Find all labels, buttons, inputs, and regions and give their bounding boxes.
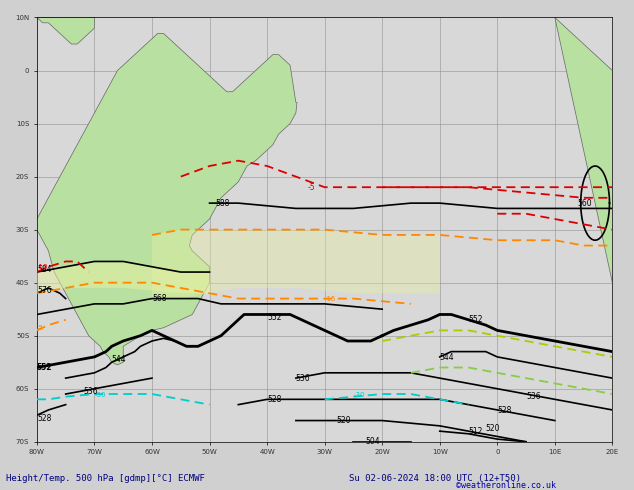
Polygon shape	[555, 18, 612, 283]
Text: 544: 544	[112, 355, 126, 364]
Polygon shape	[37, 33, 297, 365]
Text: 536: 536	[83, 387, 98, 396]
Text: -15: -15	[325, 296, 336, 302]
Text: -10: -10	[37, 265, 48, 270]
Text: 528: 528	[267, 395, 281, 404]
Polygon shape	[37, 262, 209, 294]
Text: 520: 520	[336, 416, 351, 425]
Text: 560: 560	[578, 199, 592, 208]
Text: Su 02-06-2024 18:00 UTC (12+T50): Su 02-06-2024 18:00 UTC (12+T50)	[349, 474, 521, 483]
Text: 568: 568	[152, 294, 167, 303]
Polygon shape	[152, 230, 440, 298]
Text: Height/Temp. 500 hPa [gdmp][°C] ECMWF: Height/Temp. 500 hPa [gdmp][°C] ECMWF	[6, 474, 205, 483]
Text: 552: 552	[267, 313, 281, 322]
Text: 576: 576	[37, 286, 51, 295]
Text: ©weatheronline.co.uk: ©weatheronline.co.uk	[456, 481, 557, 490]
Text: 584: 584	[37, 265, 51, 274]
Text: 520: 520	[486, 424, 500, 433]
Text: 512: 512	[469, 427, 483, 436]
Text: 536: 536	[526, 392, 541, 401]
Polygon shape	[37, 18, 94, 44]
Text: 544: 544	[440, 353, 455, 362]
Text: -30: -30	[94, 392, 106, 398]
Text: 528: 528	[37, 414, 51, 422]
Text: -5: -5	[37, 325, 44, 331]
Text: 588: 588	[216, 199, 230, 208]
Text: 552: 552	[469, 316, 483, 324]
Text: -30: -30	[353, 392, 365, 398]
Text: 504: 504	[365, 438, 380, 446]
Text: 528: 528	[497, 406, 512, 415]
Text: -5: -5	[307, 183, 315, 192]
Text: 536: 536	[296, 374, 311, 383]
Text: 552: 552	[37, 363, 53, 372]
